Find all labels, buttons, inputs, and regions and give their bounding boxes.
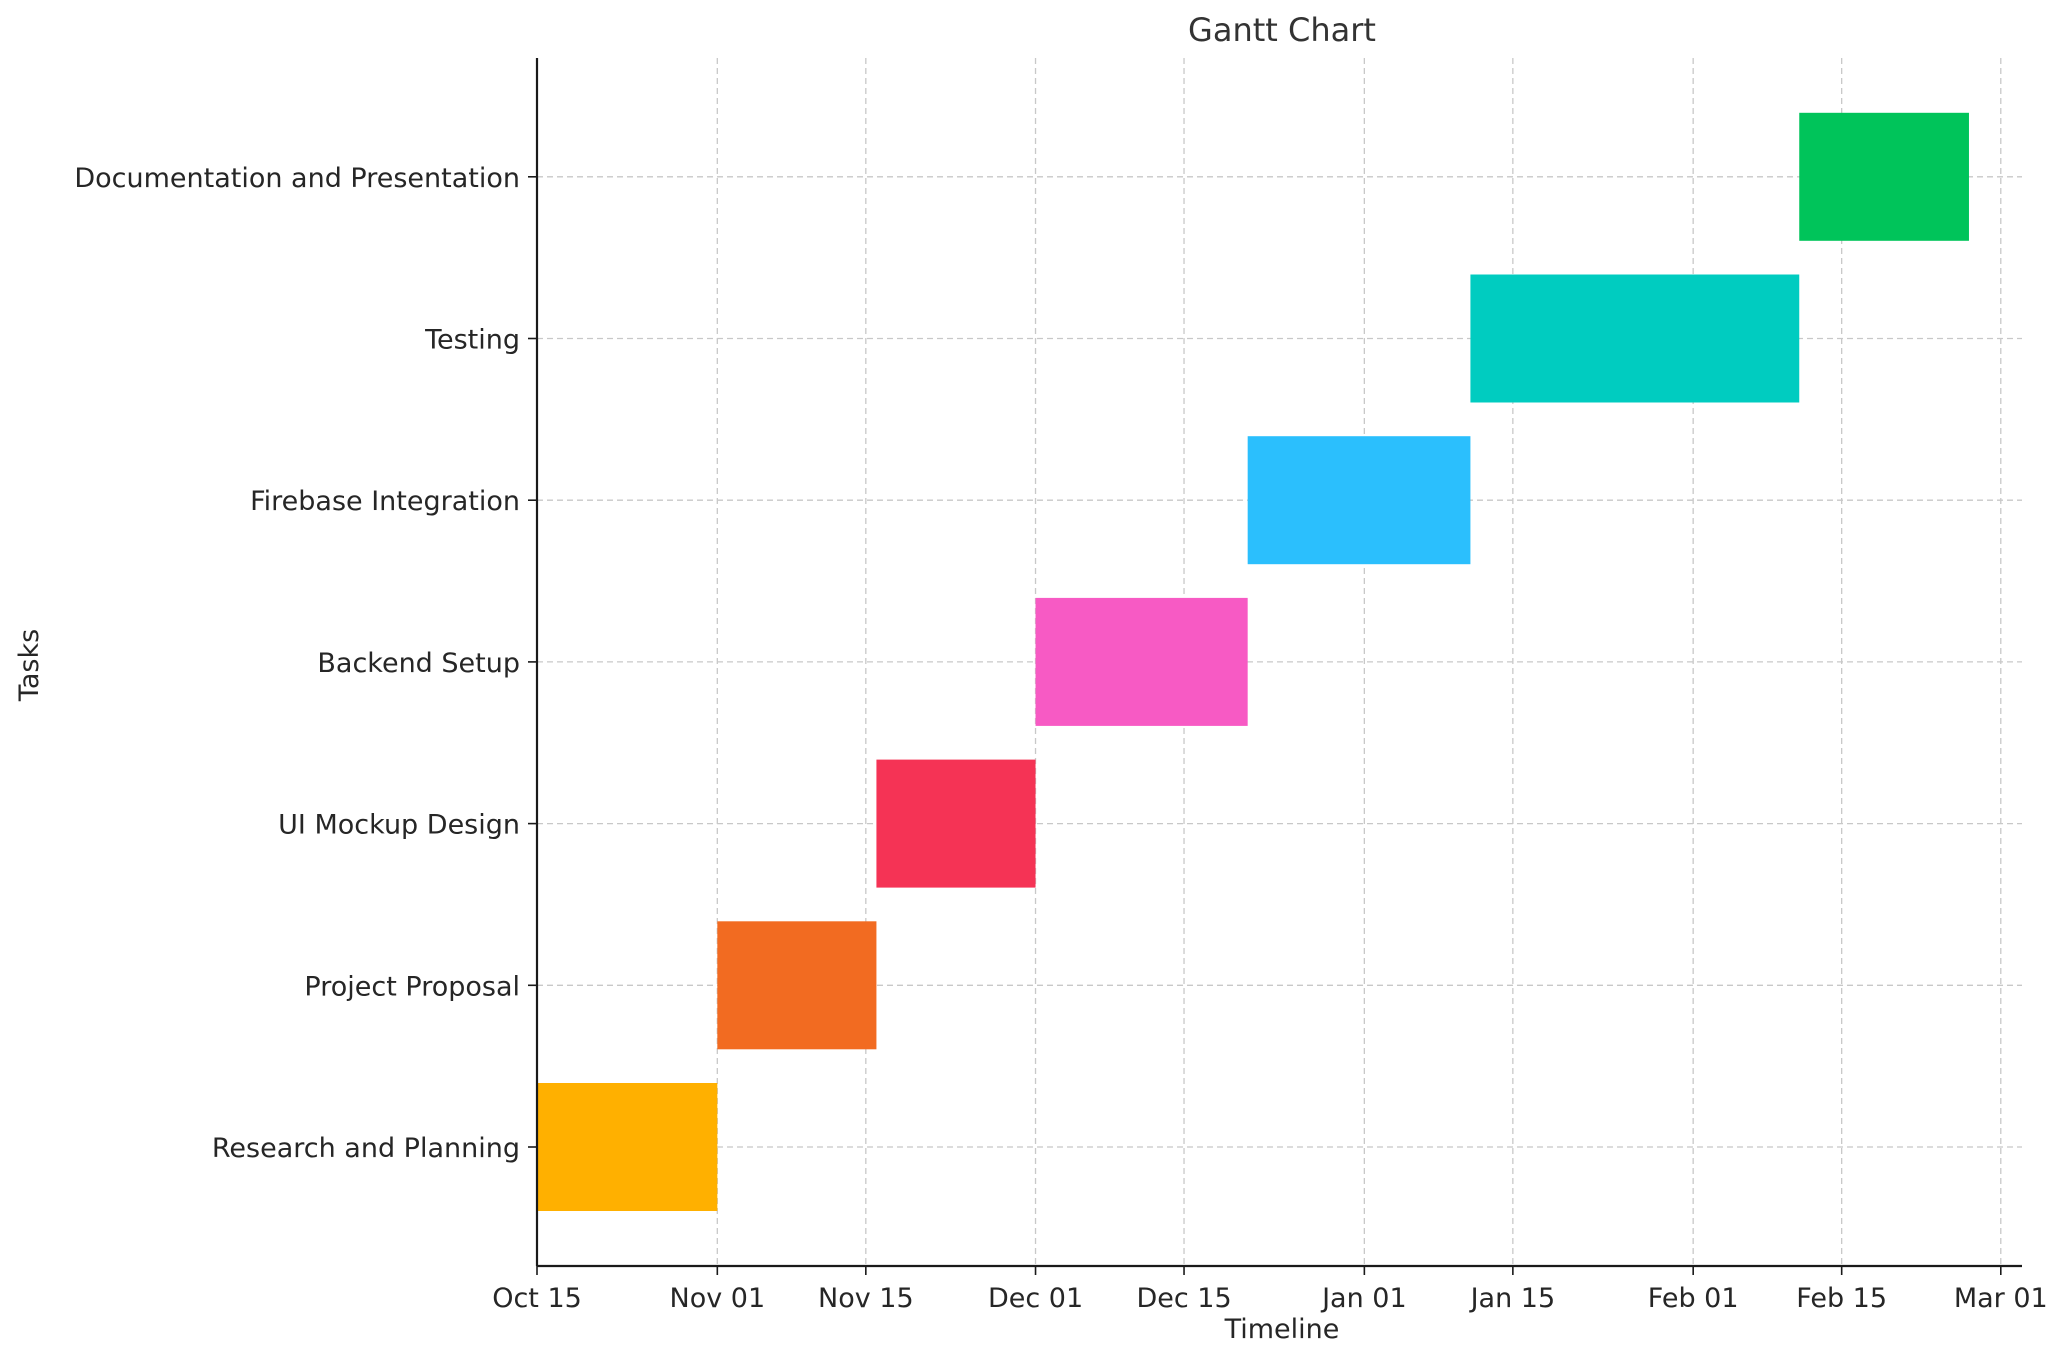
x-tick-label: Nov 15 [818,1283,914,1314]
x-tick-label: Jan 01 [1320,1283,1407,1314]
task-bar [717,921,877,1050]
x-tick-label: Oct 15 [492,1283,582,1314]
axes [528,58,2022,1275]
task-bar [537,1083,718,1211]
tick-labels: Oct 15 Nov 01 Nov 15 Dec 01 Dec 15 Jan 01 Jan … [74,163,2047,1314]
chart-title: Gantt Chart [1188,11,1376,49]
x-tick-label: Dec 15 [1136,1283,1231,1314]
task-label: Project Proposal [304,971,520,1002]
task-bar [1799,112,1969,241]
x-tick-label: Jan 15 [1469,1283,1556,1314]
task-label: Documentation and Presentation [74,163,520,194]
task-label: UI Mockup Design [278,810,520,841]
task-bars [537,112,1969,1211]
x-tick-label: Feb 15 [1796,1283,1887,1314]
task-label: Firebase Integration [250,486,520,517]
task-bar [1035,597,1248,726]
x-tick-label: Nov 01 [670,1283,766,1314]
x-tick-label: Feb 01 [1648,1283,1739,1314]
task-label: Testing [424,325,520,356]
x-tick-label: Dec 01 [988,1283,1083,1314]
y-axis-label: Tasks [14,629,45,702]
x-axis-label: Timeline [1224,1314,1340,1345]
task-label: Backend Setup [317,648,520,679]
task-label: Research and Planning [212,1133,520,1164]
task-bar [1470,274,1800,403]
x-tick-label: Mar 01 [1954,1283,2048,1314]
task-bar [1247,436,1471,565]
task-bar [876,759,1036,888]
